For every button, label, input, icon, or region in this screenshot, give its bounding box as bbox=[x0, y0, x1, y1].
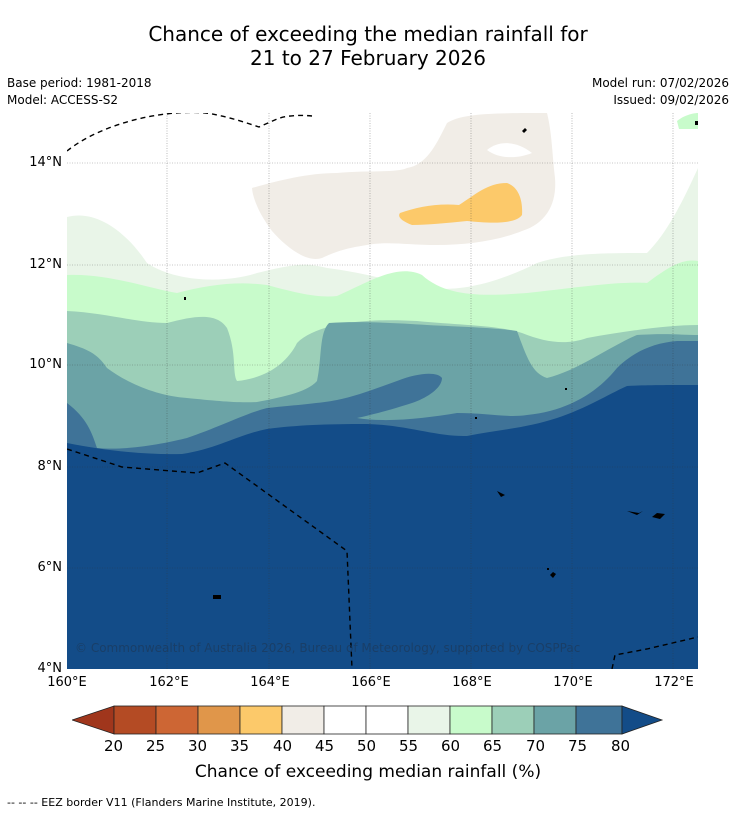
lon-label-170e: 170°E bbox=[553, 675, 593, 690]
meta-left: Base period: 1981-2018 Model: ACCESS-S2 bbox=[7, 75, 152, 109]
white-hole bbox=[487, 143, 532, 158]
lon-label-160e: 160°E bbox=[47, 675, 87, 690]
colorbar-svg bbox=[70, 705, 664, 735]
islands bbox=[184, 121, 698, 599]
colorbar-swatch-50 bbox=[365, 705, 409, 735]
cbar-tick-30: 30 bbox=[188, 737, 208, 755]
model-run: Model run: 07/02/2026 bbox=[591, 76, 729, 90]
colorbar-swatch-65 bbox=[491, 705, 535, 735]
colorbar-extend-low bbox=[70, 705, 115, 735]
band-45 bbox=[252, 113, 556, 259]
copyright-notice: © Commonwealth of Australia 2026, Bureau… bbox=[75, 641, 581, 655]
lat-label-4n: 4°N bbox=[37, 661, 63, 676]
lon-label-162e: 162°E bbox=[149, 675, 189, 690]
colorbar-swatch-40 bbox=[281, 705, 325, 735]
colorbar bbox=[70, 704, 664, 736]
cbar-tick-20: 20 bbox=[104, 737, 124, 755]
eez-border bbox=[67, 113, 698, 669]
colorbar-swatch-25 bbox=[155, 705, 199, 735]
cbar-tick-70: 70 bbox=[526, 737, 546, 755]
lat-label-12n: 12°N bbox=[29, 257, 62, 272]
band-85 bbox=[67, 385, 698, 669]
cbar-tick-65: 65 bbox=[483, 737, 503, 755]
colorbar-title: Chance of exceeding median rainfall (%) bbox=[194, 762, 542, 782]
model-name: Model: ACCESS-S2 bbox=[7, 93, 119, 107]
issued-date: Issued: 09/02/2026 bbox=[613, 93, 729, 107]
lat-label-14n: 14°N bbox=[29, 155, 62, 170]
colorbar-swatch-35 bbox=[239, 705, 283, 735]
cbar-tick-25: 25 bbox=[146, 737, 166, 755]
colorbar-swatch-70 bbox=[533, 705, 577, 735]
colorbar-swatch-55 bbox=[407, 705, 451, 735]
meta-right: Model run: 07/02/2026 Issued: 09/02/2026 bbox=[592, 75, 729, 109]
map-panel: © Commonwealth of Australia 2026, Bureau… bbox=[67, 113, 698, 669]
cbar-tick-75: 75 bbox=[568, 737, 588, 755]
cbar-tick-55: 55 bbox=[399, 737, 419, 755]
lon-label-172e: 172°E bbox=[654, 675, 694, 690]
cbar-tick-50: 50 bbox=[357, 737, 377, 755]
rainfall-map bbox=[67, 113, 698, 669]
cbar-tick-40: 40 bbox=[273, 737, 293, 755]
colorbar-swatch-30 bbox=[197, 705, 241, 735]
lat-label-10n: 10°N bbox=[29, 357, 62, 372]
title-line-2: 21 to 27 February 2026 bbox=[250, 46, 486, 70]
chart-title: Chance of exceeding the median rainfall … bbox=[0, 22, 736, 70]
lon-label-166e: 166°E bbox=[351, 675, 391, 690]
band-65-patch bbox=[677, 113, 698, 129]
cbar-tick-60: 60 bbox=[441, 737, 461, 755]
colorbar-swatch-45 bbox=[323, 705, 367, 735]
lon-label-164e: 164°E bbox=[250, 675, 290, 690]
title-line-1: Chance of exceeding the median rainfall … bbox=[148, 22, 588, 46]
colorbar-swatch-75 bbox=[575, 705, 623, 735]
band-40 bbox=[399, 183, 523, 225]
colorbar-extend-high bbox=[621, 705, 664, 735]
lat-label-8n: 8°N bbox=[37, 459, 63, 474]
lat-label-6n: 6°N bbox=[37, 560, 63, 575]
lon-label-168e: 168°E bbox=[452, 675, 492, 690]
gridlines bbox=[67, 113, 698, 669]
eez-footnote: -- -- -- EEZ border V11 (Flanders Marine… bbox=[7, 796, 316, 809]
cbar-tick-35: 35 bbox=[230, 737, 250, 755]
cbar-tick-80: 80 bbox=[611, 737, 631, 755]
base-period: Base period: 1981-2018 bbox=[7, 76, 152, 90]
colorbar-swatch-20 bbox=[113, 705, 157, 735]
colorbar-swatch-60 bbox=[449, 705, 493, 735]
cbar-tick-45: 45 bbox=[315, 737, 335, 755]
